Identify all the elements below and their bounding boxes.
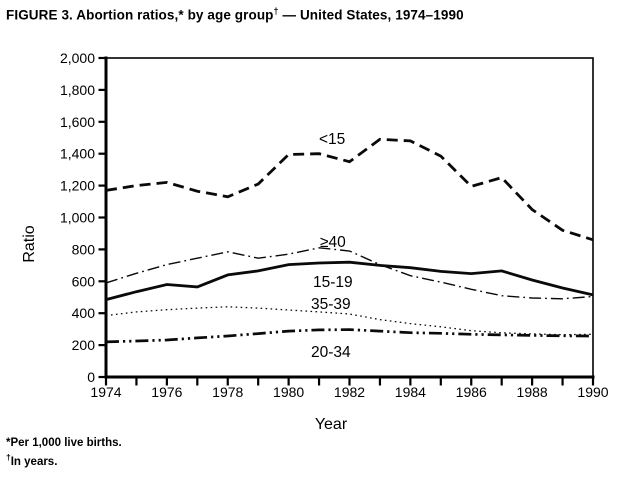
y-tick-label: 1,400: [60, 146, 95, 162]
y-tick-label: 2,000: [60, 50, 95, 66]
series-label-20-34: 20-34: [311, 344, 351, 361]
series-line-35-39: [105, 306, 594, 336]
y-tick-label: 0: [87, 369, 95, 385]
figure-title-suffix: — United States, 1974–1990: [278, 7, 464, 23]
x-tick-label: 1976: [151, 384, 182, 400]
series-line-15-19: [105, 260, 594, 301]
x-tick-label: 1978: [212, 384, 243, 400]
footnote-in-years-text: In years.: [10, 455, 58, 468]
y-tick-label: 800: [72, 241, 96, 257]
footnote-dagger-marker: †: [6, 451, 11, 462]
figure-title-text: FIGURE 3. Abortion ratios,* by age group: [6, 7, 274, 23]
y-tick-label: 1,800: [60, 82, 95, 98]
series-label-lt15: <15: [319, 131, 345, 148]
chart-content: 0 200 400 600 800 1,000 1,200 1,400 1,600 1,800 2,…: [60, 50, 609, 400]
series-label-ge40: ≥40: [320, 234, 346, 251]
x-tick-label: 1980: [273, 384, 304, 400]
x-tick-label: 1986: [456, 384, 487, 400]
figure-title: FIGURE 3. Abortion ratios,* by age group…: [6, 6, 618, 23]
x-tick-label: 1984: [395, 384, 426, 400]
x-axis-title: Year: [315, 416, 348, 433]
figure-title-dagger: †: [273, 6, 279, 16]
x-tick-label: 1974: [90, 384, 121, 400]
x-tick-label: 1990: [577, 384, 608, 400]
series-line-lt15: [105, 137, 594, 242]
y-tick-label: 1,600: [60, 114, 95, 130]
series-label-35-39: 35-39: [311, 296, 351, 313]
series-line-ge40: [105, 247, 594, 300]
footnote-live-births-text: Per 1,000 live births.: [10, 437, 122, 449]
footnote-live-births: *Per 1,000 live births.: [6, 437, 122, 451]
footnote-asterisk-marker: *: [6, 437, 11, 449]
y-tick-label: 1,200: [60, 178, 95, 194]
x-tick-label: 1988: [517, 384, 548, 400]
y-tick-label: 600: [72, 273, 96, 289]
y-tick-label: 400: [72, 305, 96, 321]
series-label-15-19: 15-19: [313, 274, 353, 291]
x-tick-label: 1982: [334, 384, 365, 400]
footnote-in-years: †In years.: [6, 451, 122, 469]
series-line-20-34: [105, 328, 594, 344]
y-tick-label: 200: [72, 337, 96, 353]
footnotes: *Per 1,000 live births. †In years.: [6, 437, 122, 469]
y-axis-title: Ratio: [21, 225, 38, 262]
y-tick-label: 1,000: [60, 210, 95, 226]
